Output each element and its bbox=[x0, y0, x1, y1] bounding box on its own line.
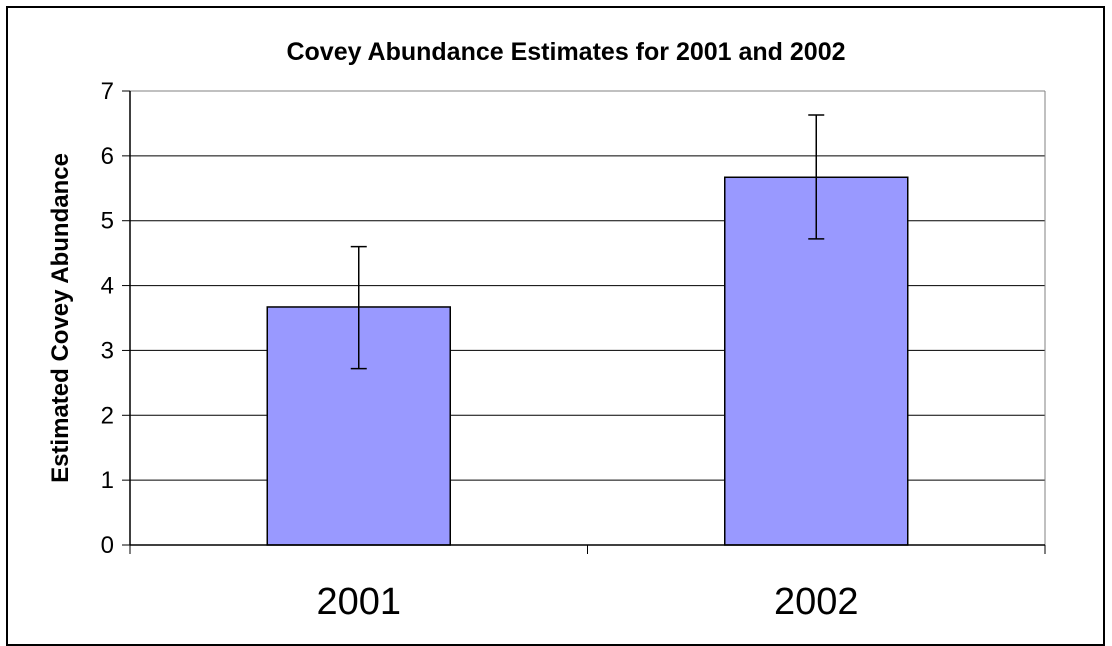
y-tick-label: 7 bbox=[101, 78, 114, 105]
y-tick-label: 6 bbox=[101, 143, 114, 170]
y-tick-label: 2 bbox=[101, 402, 114, 429]
y-tick-label: 1 bbox=[101, 467, 114, 494]
y-axis-label: Estimated Covey Abundance bbox=[47, 153, 74, 483]
plot-area: 0 1 2 3 4 5 6 7 2001 2002 bbox=[101, 78, 1046, 623]
y-tick-label: 3 bbox=[101, 337, 114, 364]
x-tick-label: 2002 bbox=[774, 581, 859, 623]
y-tick-label: 5 bbox=[101, 208, 114, 235]
y-tick-label: 0 bbox=[101, 532, 114, 559]
bar-chart: Covey Abundance Estimates for 2001 and 2… bbox=[47, 38, 1046, 623]
chart-frame bbox=[6, 6, 1105, 646]
chart-title: Covey Abundance Estimates for 2001 and 2… bbox=[286, 38, 845, 66]
x-tick-label: 2001 bbox=[316, 581, 401, 623]
y-tick-label: 4 bbox=[101, 273, 114, 300]
